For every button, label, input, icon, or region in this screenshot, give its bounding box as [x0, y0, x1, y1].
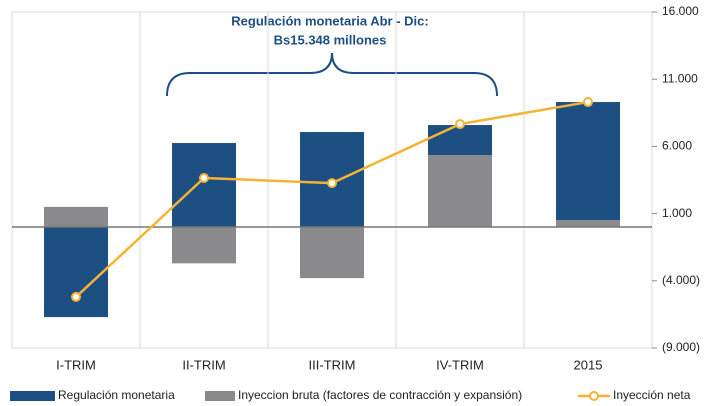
- bar: [428, 155, 492, 228]
- y-tick-label: 1.000: [662, 206, 692, 220]
- x-tick-label: IV-TRIM: [436, 357, 484, 372]
- point: [71, 291, 81, 302]
- legend-label: Inyeccion bruta (factores de contracción…: [238, 388, 522, 402]
- point: [327, 178, 337, 189]
- bar: [556, 220, 620, 228]
- y-tick-label: (4.000): [662, 273, 700, 287]
- legend-label: Regulación monetaria: [58, 388, 175, 402]
- legend-marker: [589, 391, 599, 401]
- point: [583, 97, 593, 108]
- point: [199, 172, 209, 183]
- y-tick-label: (9.000): [662, 340, 700, 354]
- x-tick-label: II-TRIM: [182, 357, 225, 372]
- bar: [300, 227, 364, 279]
- x-tick-label: 2015: [574, 357, 603, 372]
- y-tick-label: 11.000: [662, 71, 698, 85]
- bar: [556, 102, 620, 221]
- x-tick-label: III-TRIM: [309, 357, 356, 372]
- bar: [44, 206, 108, 228]
- bar: [428, 125, 492, 156]
- brace: [166, 52, 498, 97]
- bar: [172, 143, 236, 228]
- legend-swatch: [10, 391, 55, 401]
- point: [455, 119, 465, 130]
- x-tick-label: I-TRIM: [56, 357, 96, 372]
- y-tick-label: 6.000: [662, 139, 692, 153]
- annotation: Regulación monetaria Abr - Dic:: [231, 13, 428, 28]
- y-tick-label: 16.000: [662, 4, 699, 18]
- annotation: Bs15.348 millones: [274, 32, 387, 47]
- legend-label: Inyección neta: [613, 388, 691, 402]
- legend-swatch: [205, 391, 235, 401]
- bar: [172, 227, 236, 264]
- bar: [44, 227, 108, 318]
